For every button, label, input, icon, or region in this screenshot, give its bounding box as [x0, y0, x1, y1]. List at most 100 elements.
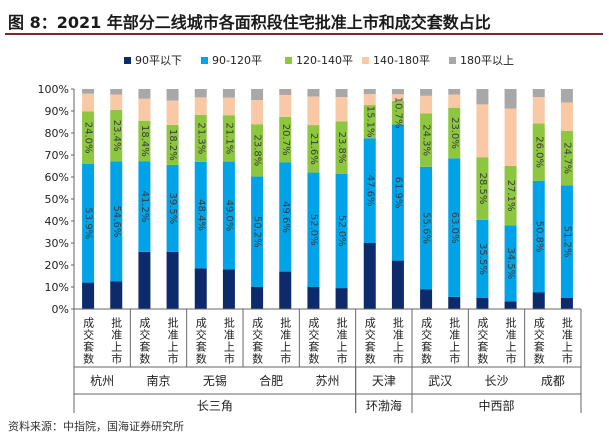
legend-label: 120-140平	[296, 54, 353, 67]
data-label: 21.3%	[195, 122, 206, 154]
x-tick-label: 成交套数	[251, 317, 264, 365]
data-label: 49.0%	[223, 200, 234, 232]
region-label: 中西部	[478, 398, 514, 413]
city-label: 天津	[372, 374, 396, 388]
bar-segment	[420, 113, 433, 167]
bar-segment	[194, 89, 207, 98]
city-label: 无锡	[203, 373, 227, 388]
data-label: 26.0%	[533, 136, 544, 168]
bar-segment	[420, 289, 433, 309]
data-label: 21.1%	[223, 122, 234, 154]
data-label: 23.4%	[111, 120, 122, 152]
bar-segment	[335, 288, 348, 309]
bar-segment	[448, 94, 461, 108]
bar-segment	[504, 108, 517, 166]
legend-label: 90平以下	[135, 54, 182, 67]
city-label: 合肥	[259, 373, 283, 388]
bar-segment	[532, 180, 545, 293]
bar-segment	[476, 104, 489, 158]
bar-segment	[532, 97, 545, 124]
bar-segment	[532, 89, 545, 98]
legend-label: 140-180平	[373, 54, 430, 67]
bar-segment	[448, 296, 461, 309]
data-label: 15.1%	[364, 106, 375, 138]
x-tick-label: 批准上市	[279, 316, 292, 365]
bar-segment	[279, 271, 292, 309]
data-label: 41.2%	[139, 191, 150, 223]
data-label: 39.5%	[167, 192, 178, 224]
data-label: 48.4%	[195, 199, 206, 231]
x-tick-label: 成交套数	[82, 317, 95, 365]
bar-segment	[279, 162, 292, 272]
title-rule	[5, 33, 603, 35]
bar-segment	[82, 93, 95, 112]
y-tick-label: 70%	[45, 149, 69, 162]
bar-segment	[166, 89, 179, 101]
bar-segment	[504, 225, 517, 302]
legend-swatch	[201, 57, 208, 64]
bar-segment	[560, 185, 573, 298]
bar-segment	[504, 301, 517, 309]
data-label: 61.9%	[392, 177, 403, 209]
data-label: 23.8%	[336, 132, 347, 164]
bar-segment	[251, 176, 264, 287]
bar-segment	[251, 287, 264, 309]
data-label: 18.2%	[167, 129, 178, 161]
city-label: 南京	[146, 373, 170, 388]
bar-segment	[194, 161, 207, 269]
y-tick-label: 50%	[45, 193, 69, 206]
data-label: 24.0%	[83, 122, 94, 154]
x-tick-label: 成交套数	[307, 317, 320, 365]
bar-segment	[194, 268, 207, 309]
bar-segment	[222, 161, 235, 270]
bar-segment	[194, 114, 207, 162]
y-tick-label: 90%	[45, 105, 69, 118]
bar-segment	[420, 95, 433, 114]
y-tick-label: 0%	[52, 303, 69, 316]
bar-segment	[138, 161, 151, 252]
bar-segment	[166, 100, 179, 125]
bar-segment	[560, 131, 573, 186]
city-label: 杭州	[90, 373, 114, 388]
bar-segment	[222, 269, 235, 309]
bar-segment	[532, 292, 545, 309]
city-label: 武汉	[428, 374, 452, 388]
bar-segment	[448, 107, 461, 159]
bar-segment	[532, 123, 545, 181]
data-label: 52.0%	[336, 215, 347, 247]
bar-segment	[82, 89, 95, 94]
bar-segment	[560, 102, 573, 132]
data-label: 20.7%	[280, 124, 291, 156]
y-tick-label: 100%	[38, 83, 69, 96]
region-label: 长三角	[197, 399, 233, 413]
x-tick-label: 成交套数	[476, 317, 489, 365]
data-label: 24.3%	[421, 124, 432, 156]
bar-segment	[420, 89, 433, 96]
bar-segment	[560, 298, 573, 309]
city-label: 苏州	[315, 374, 339, 388]
data-label: 18.4%	[139, 125, 150, 157]
bar-segment	[391, 89, 404, 95]
x-tick-label: 成交套数	[363, 317, 376, 365]
bar-segment	[279, 94, 292, 117]
bar-segment	[391, 94, 404, 101]
data-label: 50.2%	[252, 216, 263, 248]
data-label: 63.0%	[449, 212, 460, 244]
bar-segment	[335, 173, 348, 289]
x-tick-label: 批准上市	[166, 316, 179, 365]
legend-swatch	[362, 57, 369, 64]
y-tick-label: 10%	[45, 281, 69, 294]
y-tick-label: 30%	[45, 237, 69, 250]
bar-segment	[138, 89, 151, 99]
bar-segment	[363, 105, 376, 139]
bar-segment	[335, 89, 348, 98]
data-label: 55.6%	[421, 212, 432, 244]
legend-label: 90-120平	[212, 54, 262, 67]
data-label: 52.0%	[308, 214, 319, 246]
bar-segment	[110, 109, 123, 162]
data-label: 34.5%	[505, 247, 516, 279]
data-label: 47.6%	[364, 175, 375, 207]
bar-segment	[448, 89, 461, 95]
data-label: 23.8%	[252, 134, 263, 166]
